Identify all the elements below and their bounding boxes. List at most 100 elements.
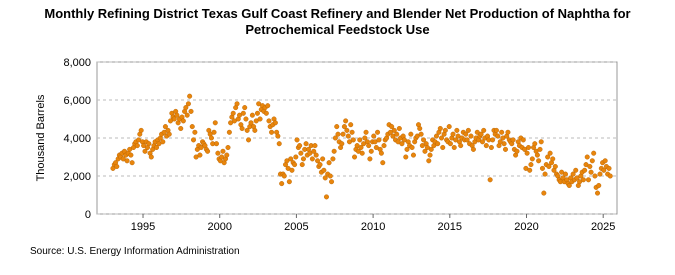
data-point — [584, 154, 590, 160]
data-point — [538, 139, 544, 145]
data-point — [595, 190, 601, 196]
data-point — [211, 129, 217, 135]
data-point — [292, 162, 298, 168]
data-point — [239, 125, 245, 131]
data-point — [294, 137, 300, 143]
data-point — [417, 125, 423, 131]
data-point — [550, 156, 556, 162]
data-point — [230, 110, 236, 116]
data-point — [587, 163, 593, 169]
data-point — [249, 112, 255, 118]
data-point — [197, 152, 203, 158]
data-point — [185, 101, 191, 107]
data-point — [422, 148, 428, 154]
data-point — [187, 93, 193, 99]
data-point — [487, 177, 493, 183]
data-point — [329, 179, 335, 185]
data-point — [566, 182, 572, 188]
data-point — [335, 131, 341, 137]
data-point — [450, 131, 456, 137]
data-point — [303, 141, 309, 147]
data-point — [142, 148, 148, 154]
data-point — [244, 127, 250, 133]
data-point — [529, 156, 535, 162]
data-point — [602, 158, 608, 164]
data-point — [339, 141, 345, 147]
data-point — [537, 146, 543, 152]
data-point — [391, 127, 397, 133]
data-point — [381, 143, 387, 149]
data-point — [479, 139, 485, 145]
data-point — [178, 125, 184, 131]
data-point — [421, 137, 427, 143]
data-point — [128, 152, 134, 158]
data-point — [263, 110, 269, 116]
data-point — [520, 137, 526, 143]
data-point — [184, 112, 190, 118]
data-point — [501, 141, 507, 147]
data-point — [174, 112, 180, 118]
data-point — [368, 148, 374, 154]
data-point — [409, 144, 415, 150]
data-point — [279, 181, 285, 187]
data-point — [505, 129, 511, 135]
data-point — [190, 137, 196, 143]
data-point — [427, 152, 433, 158]
data-point — [189, 124, 195, 130]
data-point — [288, 156, 294, 162]
data-point — [352, 154, 358, 160]
data-point — [570, 171, 576, 177]
data-point — [348, 122, 354, 128]
data-point — [134, 143, 140, 149]
data-point — [240, 110, 246, 116]
data-point — [502, 146, 508, 152]
data-point — [349, 129, 355, 135]
data-point — [326, 160, 332, 166]
x-tick-label: 2020 — [514, 221, 538, 233]
data-point — [408, 131, 414, 137]
data-point — [311, 148, 317, 154]
x-tick-label: 2015 — [438, 221, 462, 233]
data-point — [514, 148, 520, 154]
data-point — [440, 144, 446, 150]
data-point — [343, 118, 349, 124]
data-point — [375, 129, 381, 135]
y-tick-label: 6,000 — [63, 95, 91, 107]
data-point — [323, 194, 329, 200]
data-point — [317, 162, 323, 168]
data-point — [357, 137, 363, 143]
data-point — [350, 137, 356, 143]
data-point — [525, 144, 531, 150]
data-point — [410, 152, 416, 158]
data-point — [146, 141, 152, 147]
data-point — [171, 116, 177, 122]
data-point — [114, 163, 120, 169]
data-point — [464, 137, 470, 143]
data-point — [447, 141, 453, 147]
data-point — [592, 173, 598, 179]
data-point — [213, 141, 219, 147]
data-point — [234, 101, 240, 107]
data-point — [162, 124, 168, 130]
data-point — [493, 127, 499, 133]
data-point — [320, 156, 326, 162]
data-point — [215, 150, 221, 156]
data-point — [299, 162, 305, 168]
x-tick-label: 1995 — [131, 221, 155, 233]
data-point — [435, 141, 441, 147]
data-point — [573, 167, 579, 173]
data-point — [225, 144, 231, 150]
data-point — [154, 144, 160, 150]
y-tick-label: 4,000 — [63, 133, 91, 145]
data-point — [510, 137, 516, 143]
data-point — [281, 173, 287, 179]
data-point — [483, 143, 489, 149]
data-point — [426, 158, 432, 164]
data-point — [358, 144, 364, 150]
data-point — [309, 156, 315, 162]
data-point — [332, 135, 338, 141]
data-point — [495, 133, 501, 139]
data-point — [252, 127, 258, 133]
